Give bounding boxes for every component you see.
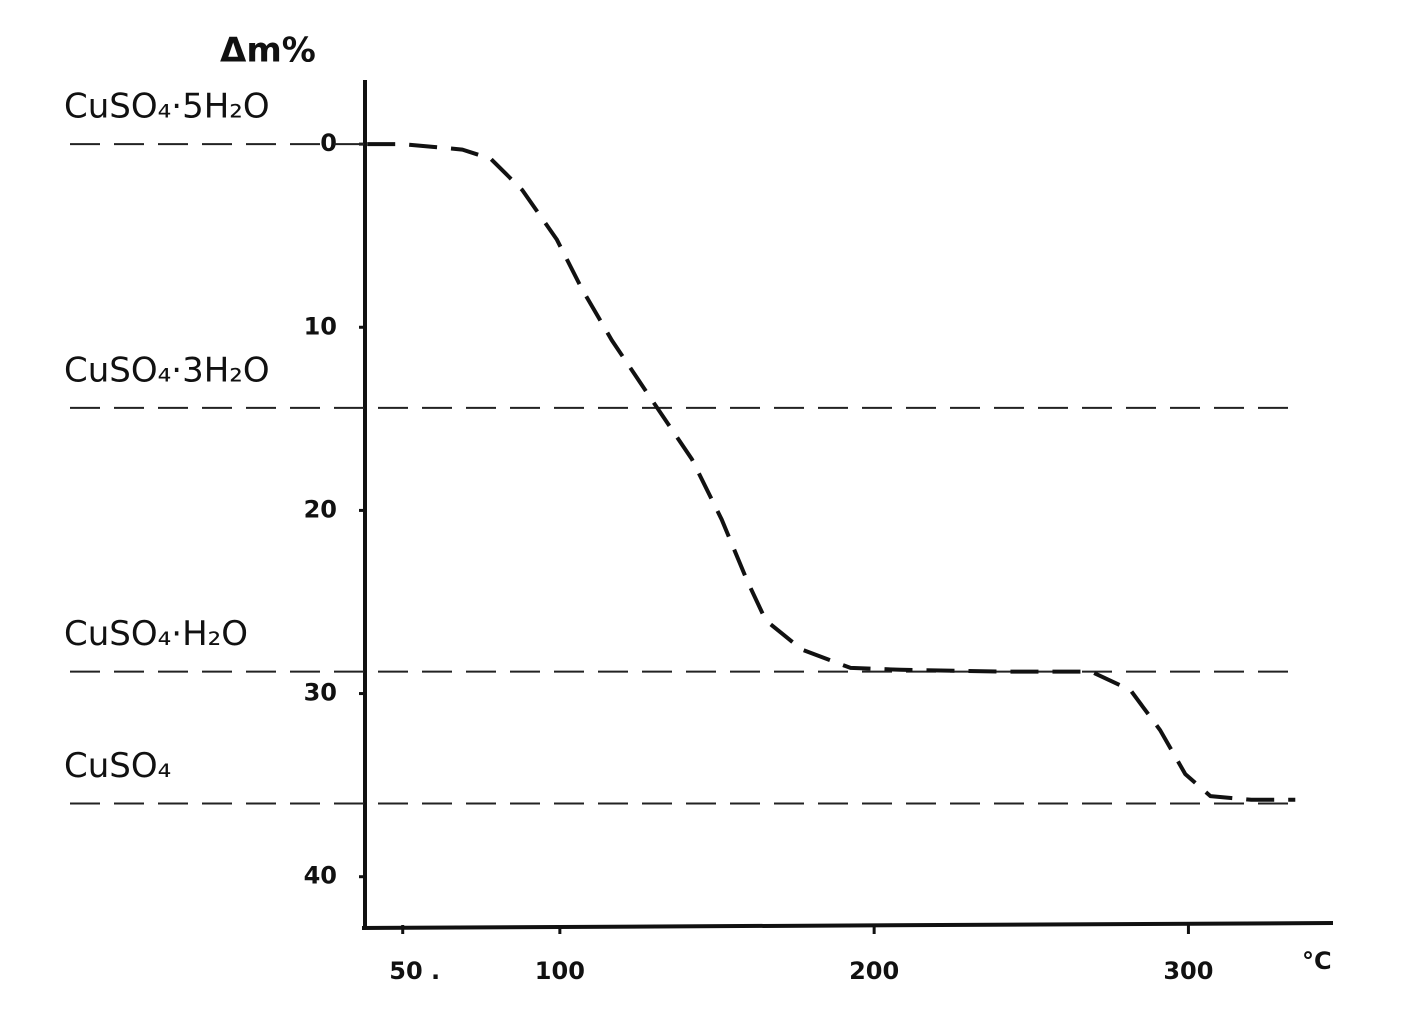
x-tick-label: 300 [1163,957,1213,985]
x-tick-label: 50 . [389,957,440,985]
reference-label: CuSO₄ [64,746,171,786]
reference-label: CuSO₄·3H₂O [64,350,270,390]
y-tick-label: 10 [304,312,337,340]
reference-label: CuSO₄·H₂O [64,614,248,654]
y-axis-title: Δm% [220,31,316,71]
x-tick-label: 200 [849,957,899,985]
x-axis [361,921,1334,930]
y-tick-label: 0 [320,129,337,157]
y-tick-label: 40 [304,862,337,890]
data-line [367,142,1296,802]
x-tick-label: 100 [535,957,585,985]
y-tick-label: 20 [304,495,337,523]
reference-label: CuSO₄·5H₂O [64,87,270,127]
x-axis-title: °C [1302,947,1332,975]
y-tick-label: 30 [304,679,337,707]
